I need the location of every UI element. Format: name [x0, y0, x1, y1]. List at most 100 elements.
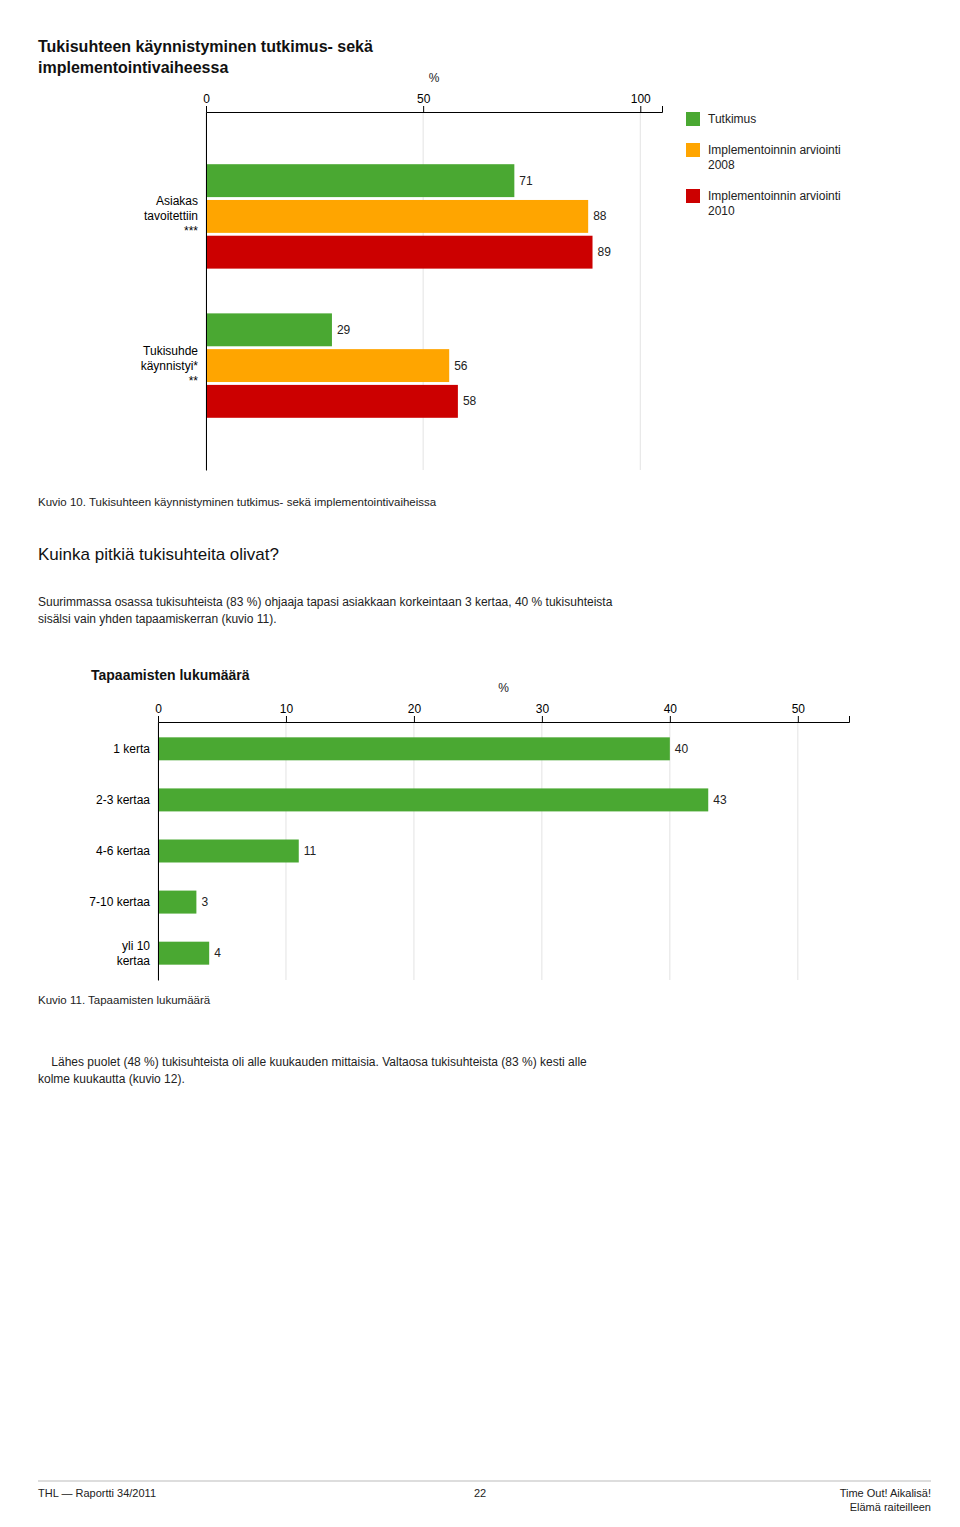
- x-tick-mark: [206, 106, 207, 112]
- bar: [206, 200, 588, 233]
- text-line: käynnistyi*: [141, 359, 199, 373]
- grid-line: [541, 722, 542, 980]
- x-tick-mark: [542, 716, 543, 722]
- legend-label: Implementoinnin arviointi2008: [708, 143, 841, 172]
- data-label: 58: [463, 394, 477, 408]
- legend-item: Implementoinnin arviointi2010: [686, 189, 841, 218]
- x-tick-mark: [414, 716, 415, 722]
- legend: Tutkimus Implementoinnin arviointi2008 Imp…: [686, 112, 841, 218]
- y-tick: 1 kerta: [113, 742, 158, 756]
- y-tick: 4-6 kertaa: [96, 844, 158, 858]
- body-text: Lähes puolet (48 %) tukisuhteista oli al…: [38, 1055, 587, 1086]
- y-axis: 1 kerta 2-3 kertaa 4-6 kertaa 7-10 kertaa yl…: [89, 723, 158, 981]
- bar: [206, 313, 332, 346]
- legend-item: Implementoinnin arviointi2008: [686, 143, 841, 172]
- text-line: Tukisuhde: [143, 344, 198, 358]
- x-tick: 10: [280, 702, 294, 722]
- bar: [158, 737, 670, 760]
- x-axis: 01020304050: [155, 702, 849, 723]
- x-axis-line: [159, 716, 850, 723]
- y-axis-line: [158, 723, 159, 981]
- data-labels: 40431134: [201, 742, 727, 960]
- bar-series: [206, 200, 588, 382]
- bar: [158, 891, 196, 914]
- x-tick-label: 20: [408, 702, 422, 716]
- x-axis-label: %: [429, 71, 440, 85]
- x-tick-label: 30: [536, 702, 550, 716]
- text-line: yli 10: [122, 939, 150, 953]
- data-label: 43: [713, 793, 727, 807]
- x-tick-label: 0: [155, 702, 162, 716]
- text-line: %: [498, 681, 509, 695]
- data-label: 29: [337, 323, 351, 337]
- y-tick-label: 1 kerta: [113, 742, 150, 756]
- y-tick: Tukisuhdekäynnistyi***: [141, 344, 206, 388]
- text-line: Kuvio 10. Tukisuhteen käynnistyminen tut…: [38, 496, 437, 508]
- x-tick-label: 10: [280, 702, 294, 716]
- x-tick: 30: [536, 702, 550, 722]
- text-line: kolme kuukautta (kuvio 12).: [38, 1072, 185, 1086]
- text-line: %: [429, 71, 440, 85]
- y-axis-line: [206, 113, 207, 471]
- chart-title: Tapaamisten lukumäärä: [91, 667, 250, 683]
- y-tick-label: Asiakastavoitettiin***: [144, 194, 198, 238]
- y-tick-label: yli 10kertaa: [117, 939, 151, 968]
- text-line: Kuinka pitkiä tukisuhteita olivat?: [38, 545, 279, 564]
- x-tick-mark: [670, 716, 671, 722]
- body-text: Suurimmassa osassa tukisuhteista (83 %) …: [38, 595, 613, 626]
- legend-label: Implementoinnin arviointi2010: [708, 189, 841, 218]
- x-axis-label: %: [498, 681, 509, 695]
- y-tick-label: 4-6 kertaa: [96, 844, 150, 858]
- caption: Kuvio 11. Tapaamisten lukumäärä: [38, 994, 211, 1006]
- bar: [206, 385, 458, 418]
- x-tick-label: 0: [203, 92, 210, 106]
- text-line: 22: [474, 1487, 486, 1499]
- text-line: ***: [184, 224, 198, 238]
- y-tick-label: 7-10 kertaa: [89, 895, 150, 909]
- x-axis-line: [207, 106, 663, 113]
- y-tick: 7-10 kertaa: [89, 895, 158, 909]
- bar-series: [158, 737, 708, 964]
- x-tick: 0: [203, 92, 210, 112]
- text-line: Elämä raiteilleen: [850, 1501, 931, 1513]
- text-line: Tutkimus: [708, 112, 756, 126]
- x-tick-mark: [640, 106, 641, 112]
- bar-series: [206, 236, 593, 418]
- grid-line: [640, 112, 641, 470]
- x-tick: 50: [417, 92, 431, 112]
- legend-item: Tutkimus: [686, 112, 756, 126]
- x-tick: 100: [631, 92, 651, 112]
- x-tick: 40: [664, 702, 678, 722]
- text-line: Implementoinnin arviointi: [708, 189, 841, 203]
- grid: [158, 722, 798, 980]
- text-line: Asiakas: [156, 194, 198, 208]
- data-label: 4: [214, 946, 221, 960]
- x-tick-mark: [286, 716, 287, 722]
- y-tick-label: 2-3 kertaa: [96, 793, 150, 807]
- data-label: 71: [519, 174, 533, 188]
- grid: [206, 112, 640, 470]
- data-labels: 712988568958: [337, 174, 611, 409]
- footer-left: THL — Raportti 34/2011: [38, 1487, 156, 1499]
- x-tick-label: 100: [631, 92, 651, 106]
- x-tick-mark: [158, 716, 159, 722]
- data-label: 89: [598, 245, 612, 259]
- legend-swatch: [686, 143, 700, 157]
- caption: Kuvio 10. Tukisuhteen käynnistyminen tut…: [38, 496, 437, 508]
- data-label: 56: [454, 359, 468, 373]
- text-line: 1 kerta: [113, 742, 150, 756]
- text-line: 7-10 kertaa: [89, 895, 150, 909]
- bar: [158, 840, 299, 863]
- text-line: 4-6 kertaa: [96, 844, 150, 858]
- bar: [206, 236, 593, 269]
- plot-area: [158, 737, 708, 964]
- y-tick: yli 10kertaa: [117, 939, 158, 968]
- plot-area: [206, 164, 593, 418]
- chart-title: Tukisuhteen käynnistyminen tutkimus- sek…: [38, 38, 373, 76]
- text-line: Kuvio 11. Tapaamisten lukumäärä: [38, 994, 211, 1006]
- chart: 4043113401020304050%1 kerta2-3 kertaa4-6…: [89, 681, 849, 981]
- grid-line: [158, 722, 159, 980]
- text-line: Suurimmassa osassa tukisuhteista (83 %) …: [38, 595, 613, 609]
- chart: 712988568958050100%Asiakastavoitettiin**…: [141, 71, 841, 471]
- text-line: tavoitettiin: [144, 209, 198, 223]
